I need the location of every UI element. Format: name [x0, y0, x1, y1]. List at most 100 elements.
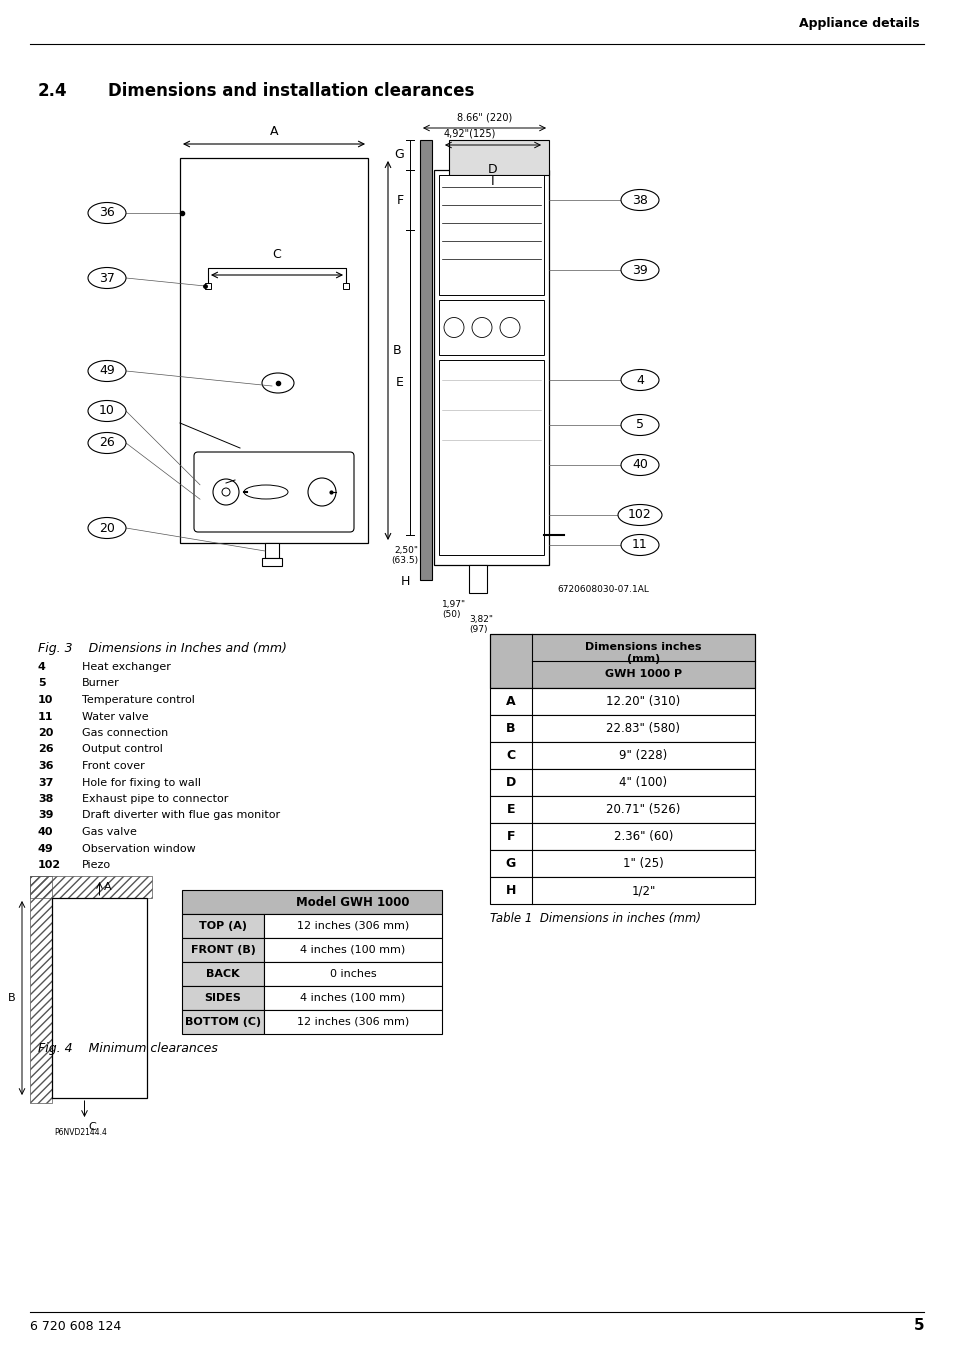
Text: Dimensions inches: Dimensions inches	[584, 642, 701, 653]
Ellipse shape	[620, 535, 659, 555]
Text: Observation window: Observation window	[82, 843, 195, 854]
Text: 4,92"(125): 4,92"(125)	[443, 128, 496, 139]
Text: 11: 11	[38, 712, 53, 721]
Text: Dimensions and installation clearances: Dimensions and installation clearances	[108, 82, 474, 100]
Text: Model GWH 1000: Model GWH 1000	[296, 896, 410, 908]
Text: Temperature control: Temperature control	[82, 694, 194, 705]
Text: 20: 20	[38, 728, 53, 738]
Bar	[264, 915, 441, 938]
Text: 20: 20	[99, 521, 114, 535]
Text: BOTTOM (C): BOTTOM (C)	[185, 1017, 261, 1027]
Text: 39: 39	[632, 263, 647, 277]
Text: FRONT (B): FRONT (B)	[191, 944, 255, 955]
Text: 12 inches (306 mm): 12 inches (306 mm)	[296, 1017, 409, 1027]
Text: C: C	[273, 249, 281, 261]
Text: Appliance details: Appliance details	[799, 18, 919, 30]
Bar	[182, 938, 264, 962]
Text: 37: 37	[38, 777, 53, 788]
Text: Draft diverter with flue gas monitor: Draft diverter with flue gas monitor	[82, 811, 280, 820]
Bar	[343, 282, 349, 289]
Ellipse shape	[88, 517, 126, 539]
Text: F: F	[506, 830, 515, 843]
Text: 39: 39	[38, 811, 53, 820]
Text: 6720608030-07.1AL: 6720608030-07.1AL	[557, 585, 648, 594]
Text: 49: 49	[99, 365, 114, 377]
Text: E: E	[395, 376, 403, 389]
Text: Water valve: Water valve	[82, 712, 149, 721]
Text: SIDES: SIDES	[204, 993, 241, 1002]
Text: Heat exchanger: Heat exchanger	[82, 662, 171, 671]
Bar	[434, 170, 548, 565]
Text: 10: 10	[99, 404, 114, 417]
Bar	[182, 1011, 264, 1034]
Bar	[490, 877, 754, 904]
Text: C: C	[89, 1121, 96, 1132]
Text: 0 inches: 0 inches	[330, 969, 375, 979]
Text: 9" (228): 9" (228)	[618, 748, 667, 762]
FancyBboxPatch shape	[193, 453, 354, 532]
Bar	[438, 300, 543, 355]
Bar	[264, 938, 441, 962]
Bar	[205, 282, 211, 289]
Text: Output control: Output control	[82, 744, 163, 754]
Ellipse shape	[620, 370, 659, 390]
Text: 4 inches (100 mm): 4 inches (100 mm)	[300, 944, 405, 955]
Text: Burner: Burner	[82, 678, 120, 689]
Text: 12 inches (306 mm): 12 inches (306 mm)	[296, 921, 409, 931]
Text: Fig. 4    Minimum clearances: Fig. 4 Minimum clearances	[38, 1042, 217, 1055]
Text: 4: 4	[38, 662, 46, 671]
Ellipse shape	[620, 454, 659, 476]
Text: 5: 5	[636, 419, 643, 431]
Text: P6NVD2144.4: P6NVD2144.4	[54, 1128, 107, 1138]
Ellipse shape	[88, 203, 126, 223]
Text: G: G	[505, 857, 516, 870]
Text: 4" (100): 4" (100)	[618, 775, 667, 789]
Circle shape	[443, 317, 463, 338]
Text: 40: 40	[38, 827, 53, 838]
Bar	[264, 986, 441, 1011]
Ellipse shape	[620, 259, 659, 281]
Bar	[490, 796, 754, 823]
Text: B: B	[393, 345, 401, 357]
Text: A: A	[103, 882, 111, 892]
Text: 2,50": 2,50"	[394, 546, 417, 554]
Text: E: E	[506, 802, 515, 816]
Bar	[182, 890, 441, 915]
Text: TOP (A): TOP (A)	[199, 921, 247, 931]
Bar	[262, 558, 282, 566]
Text: 26: 26	[99, 436, 114, 450]
Text: 36: 36	[99, 207, 114, 219]
Bar	[265, 543, 278, 558]
Ellipse shape	[88, 361, 126, 381]
Circle shape	[472, 317, 492, 338]
Text: 1/2": 1/2"	[631, 884, 655, 897]
Text: D: D	[488, 163, 497, 176]
Text: 1" (25): 1" (25)	[622, 857, 663, 870]
Ellipse shape	[244, 485, 288, 499]
Text: 22.83" (580): 22.83" (580)	[606, 721, 679, 735]
Text: B: B	[9, 993, 16, 1002]
Text: 8.66" (220): 8.66" (220)	[456, 112, 512, 122]
Bar	[30, 875, 152, 898]
Circle shape	[499, 317, 519, 338]
Text: H: H	[400, 576, 410, 588]
Text: 4: 4	[636, 373, 643, 386]
Circle shape	[222, 488, 230, 496]
Text: G: G	[394, 149, 403, 162]
Text: BACK: BACK	[206, 969, 239, 979]
Bar	[490, 715, 754, 742]
Text: 38: 38	[632, 193, 647, 207]
Ellipse shape	[620, 415, 659, 435]
Bar	[182, 986, 264, 1011]
Text: D: D	[505, 775, 516, 789]
Text: B: B	[506, 721, 516, 735]
Ellipse shape	[88, 432, 126, 454]
Text: (63.5): (63.5)	[391, 555, 417, 565]
Bar	[490, 688, 754, 715]
Text: C: C	[506, 748, 515, 762]
Text: 6 720 608 124: 6 720 608 124	[30, 1320, 121, 1333]
Text: Gas valve: Gas valve	[82, 827, 136, 838]
Text: 2.36" (60): 2.36" (60)	[613, 830, 673, 843]
Bar	[182, 915, 264, 938]
Ellipse shape	[620, 189, 659, 211]
